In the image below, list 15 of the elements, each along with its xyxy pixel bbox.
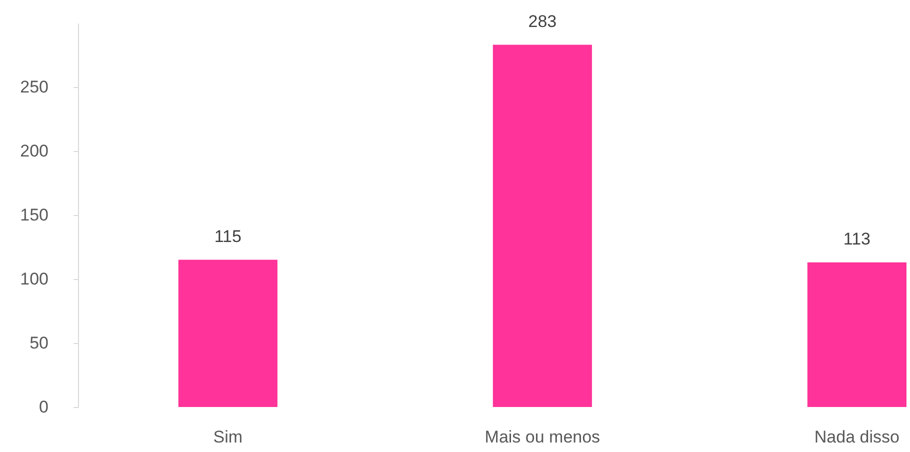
y-tick-label: 50 [30,334,48,352]
y-tick-label: 200 [20,142,48,160]
x-tick-label: Mais ou menos [484,428,600,446]
bar [178,260,278,407]
bar [492,44,592,407]
data-label: 283 [528,12,557,31]
y-tick-label: 250 [20,78,48,96]
y-tick-label: 100 [20,270,48,288]
data-label: 113 [843,229,870,248]
y-tick-label: 0 [39,398,48,416]
y-tick-label: 150 [20,206,48,224]
x-tick-label: Nada disso [814,428,900,446]
bar [807,262,906,407]
data-label: 115 [214,226,242,246]
x-tick-label: Sim [213,428,243,446]
